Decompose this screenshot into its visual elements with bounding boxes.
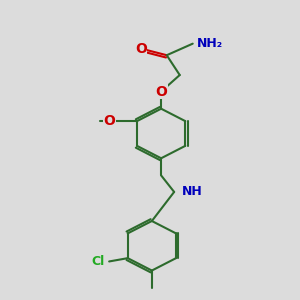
Text: NH: NH — [182, 185, 203, 198]
Text: Cl: Cl — [92, 255, 105, 268]
Text: O: O — [135, 42, 147, 56]
Text: NH₂: NH₂ — [197, 37, 223, 50]
Text: O: O — [155, 85, 167, 98]
Text: O: O — [103, 114, 116, 128]
